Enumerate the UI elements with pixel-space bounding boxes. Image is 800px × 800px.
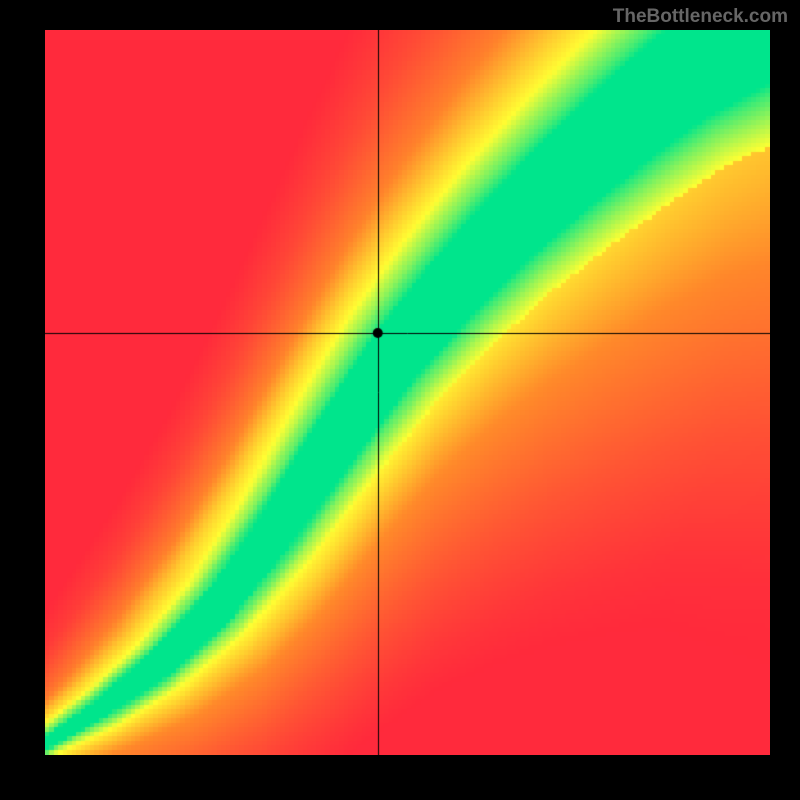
heatmap-canvas [45, 30, 770, 755]
chart-container: { "attribution": { "text": "TheBottlenec… [0, 0, 800, 800]
attribution-text: TheBottleneck.com [613, 6, 788, 28]
